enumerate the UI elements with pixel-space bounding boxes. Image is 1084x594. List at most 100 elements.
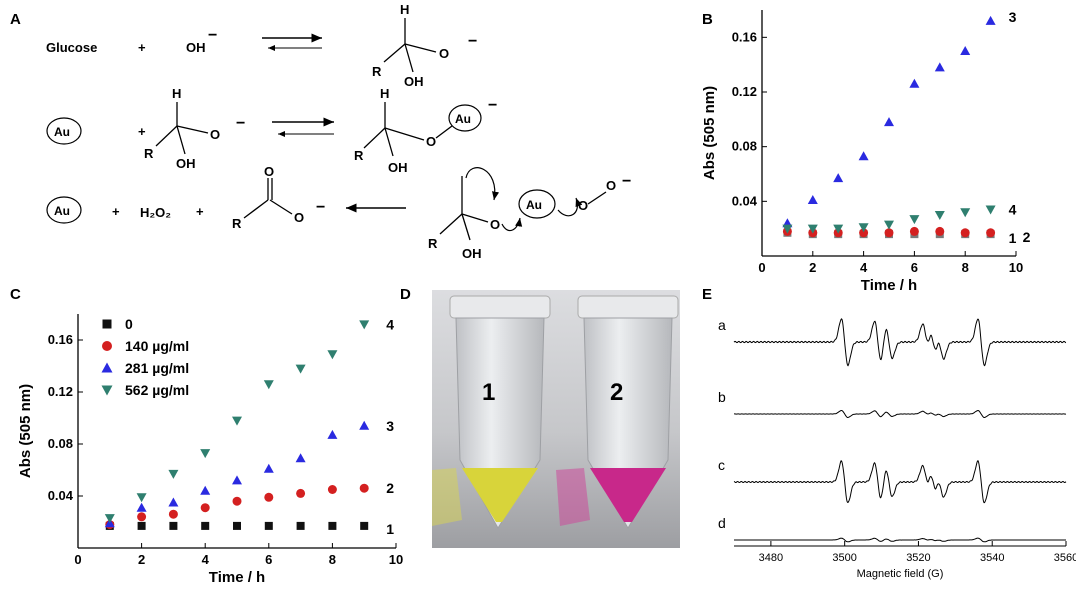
bond: [155, 125, 178, 147]
y-tick-label: 0.12: [732, 84, 757, 99]
data-point: [909, 215, 920, 225]
data-point: [168, 469, 179, 479]
data-point: [327, 429, 338, 439]
atom-o: O: [210, 127, 220, 142]
epr-x-tick-label: 3500: [832, 552, 856, 564]
atom-r: R: [428, 236, 438, 251]
epr-trace-label: b: [718, 389, 726, 405]
data-point: [360, 521, 369, 530]
glucose-label: Glucose: [46, 40, 97, 55]
hydroxyl-label: OH: [176, 156, 196, 171]
epr-x-tick-label: 3480: [759, 552, 783, 564]
data-point: [909, 226, 919, 236]
gold-label: Au: [526, 198, 542, 212]
data-point: [295, 364, 306, 374]
x-tick-label: 4: [202, 552, 210, 567]
atom-h: H: [172, 86, 181, 101]
legend-label: 281 µg/ml: [125, 360, 189, 376]
data-point: [884, 228, 894, 238]
data-point: [232, 416, 242, 426]
series-end-label: 3: [1009, 9, 1017, 25]
tube-photo-drawing: 1 2: [432, 290, 680, 548]
electron-push-arrow: [501, 217, 523, 232]
epr-trace-c: [733, 460, 1067, 504]
x-tick-label: 10: [1009, 260, 1023, 275]
data-point: [859, 228, 869, 238]
data-point: [884, 220, 894, 230]
data-point: [960, 208, 971, 218]
series-2: [105, 483, 369, 530]
data-point: [295, 453, 306, 463]
data-point: [137, 512, 147, 522]
epr-trace-label: a: [718, 317, 726, 333]
data-point: [359, 483, 369, 493]
series-4: [104, 320, 370, 524]
atom-o: O: [439, 46, 449, 61]
atom-r: R: [232, 216, 242, 231]
series-3: [782, 15, 996, 228]
x-tick-label: 8: [329, 552, 336, 567]
y-tick-label: 0.08: [48, 436, 73, 451]
legend-marker: [101, 362, 113, 373]
data-point: [296, 488, 306, 498]
tube-photo: 1 2: [432, 290, 680, 548]
data-point: [263, 380, 274, 390]
charge-sign: −: [236, 115, 245, 132]
y-tick-label: 0.16: [732, 29, 757, 44]
gold-surface-circle: [46, 196, 82, 224]
data-point: [328, 521, 337, 530]
x-tick-label: 6: [265, 552, 272, 567]
y-tick-label: 0.08: [732, 139, 757, 154]
bond: [384, 127, 394, 157]
bond: [363, 127, 386, 149]
bond: [404, 43, 437, 53]
data-point: [200, 449, 211, 459]
tube-1-reflection: [432, 468, 462, 526]
epr-trace-label: c: [718, 457, 725, 473]
x-tick-label: 4: [860, 260, 868, 275]
series-1: [105, 521, 369, 530]
series-end-label: 4: [386, 316, 394, 332]
series-end-label: 4: [1009, 202, 1017, 218]
data-point: [327, 485, 337, 494]
series-end-label: 2: [386, 480, 394, 496]
bond: [383, 43, 406, 63]
data-point: [168, 497, 179, 507]
tube-2-label: 2: [610, 379, 623, 406]
plus-sign: +: [196, 204, 204, 219]
atom-o: O: [578, 198, 588, 213]
bond: [243, 199, 269, 219]
bond: [461, 213, 489, 223]
bond: [176, 125, 209, 134]
epr-trace-a: [733, 318, 1067, 367]
data-point: [296, 521, 305, 530]
bond: [269, 199, 293, 215]
hydroxyl-label: OH: [388, 160, 408, 175]
epr-trace-label: d: [718, 515, 726, 531]
legend-marker: [101, 385, 113, 396]
gold-surface-circle: [46, 117, 82, 145]
atom-o: O: [264, 164, 274, 179]
atom-r: R: [354, 148, 364, 163]
bond: [404, 43, 414, 73]
charge-sign: −: [208, 27, 217, 44]
charge-sign: −: [488, 97, 497, 114]
tube-1-liquid: [462, 468, 538, 522]
legend-label: 562 µg/ml: [125, 382, 189, 398]
series-end-label: 2: [1023, 229, 1031, 245]
bond: [384, 127, 425, 141]
gold-label: Au: [54, 125, 70, 139]
data-point: [782, 224, 793, 234]
y-tick-label: 0.16: [48, 332, 73, 347]
bond: [587, 191, 607, 205]
charge-sign: −: [468, 33, 477, 50]
x-tick-label: 8: [962, 260, 969, 275]
data-point: [263, 463, 274, 473]
data-point: [359, 420, 370, 430]
hydroxyl-label: OH: [404, 74, 424, 89]
data-point: [168, 509, 178, 519]
series-end-label: 1: [1009, 230, 1017, 246]
bond: [461, 213, 471, 241]
